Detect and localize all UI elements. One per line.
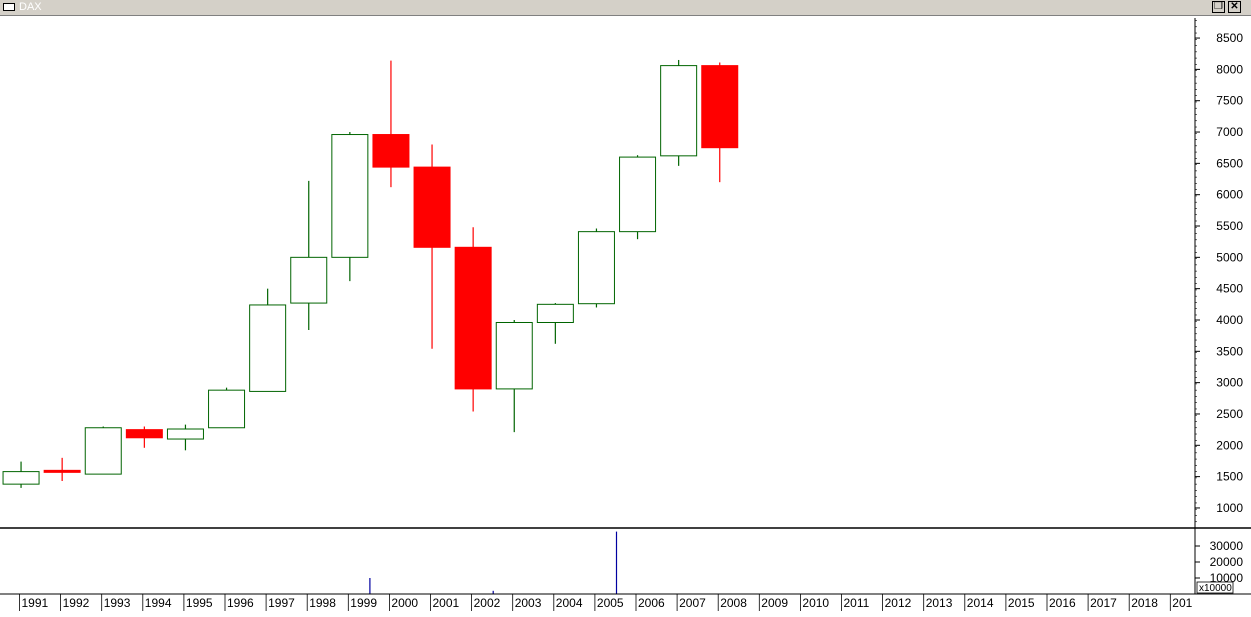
candle-body <box>619 156 657 233</box>
candle-body <box>249 304 287 392</box>
volume-unit-label: x10000 <box>1196 581 1234 594</box>
candle-body <box>372 134 410 168</box>
candle-body <box>536 303 574 323</box>
window-icon <box>3 3 15 11</box>
x-tick-label: 1993 <box>104 596 131 610</box>
candle-body <box>43 469 81 473</box>
price-tick-label: 8000 <box>1216 62 1243 76</box>
candle-2001 <box>413 144 451 349</box>
x-tick-label: 2005 <box>597 596 624 610</box>
x-tick-label: 201 <box>1172 596 1192 610</box>
x-tick-label: 1998 <box>309 596 336 610</box>
volume-tick-label: 10000 <box>1210 571 1244 585</box>
window-title: DAX <box>19 1 42 13</box>
x-tick-label: 1994 <box>145 596 172 610</box>
candle-body <box>84 427 122 475</box>
candle-body <box>495 321 533 390</box>
candle-body <box>660 65 698 157</box>
candle-body <box>2 471 40 485</box>
candle-2007 <box>660 59 698 166</box>
candle-2003 <box>495 319 533 433</box>
price-panel: 1000 1500 2000 2500 3000 3500 4000 4500 5000 5500… <box>2 20 1243 529</box>
x-tick-label: 2001 <box>433 596 460 610</box>
volume-unit-text: x10000 <box>1199 583 1232 594</box>
price-tick-label: 6500 <box>1216 156 1243 170</box>
candle-body <box>701 65 739 149</box>
x-tick-label: 2011 <box>844 596 870 610</box>
x-tick-label: 2000 <box>391 596 418 610</box>
candle-body <box>454 246 492 390</box>
x-tick-label: 2004 <box>556 596 583 610</box>
price-tick-label: 7500 <box>1216 94 1243 108</box>
x-tick-label: 2015 <box>1008 596 1035 610</box>
x-tick-label: 1992 <box>63 596 90 610</box>
price-tick-label: 1500 <box>1216 470 1243 484</box>
restore-button[interactable]: ❐ <box>1212 1 1225 13</box>
title-bar: DAX ❐ ✕ <box>0 0 1251 16</box>
x-tick-label: 1999 <box>350 596 377 610</box>
candle-2004 <box>536 303 574 344</box>
candle-2006 <box>619 155 657 240</box>
price-tick-label: 3000 <box>1216 376 1243 390</box>
close-button[interactable]: ✕ <box>1228 1 1241 13</box>
volume-unit-box <box>1196 581 1234 594</box>
candle-body <box>413 166 451 248</box>
x-tick-label: 2009 <box>761 596 788 610</box>
x-tick-label: 2016 <box>1049 596 1076 610</box>
x-tick-label: 2002 <box>474 596 501 610</box>
candle-1998 <box>290 180 328 331</box>
candle-1995 <box>166 424 204 451</box>
x-tick-label: 2003 <box>515 596 542 610</box>
candle-body <box>577 231 615 305</box>
candle-body <box>208 389 246 429</box>
candle-body <box>166 428 204 440</box>
x-tick-label: 2018 <box>1131 596 1158 610</box>
volume-tick-label: 30000 <box>1210 539 1244 553</box>
x-tick-label: 2014 <box>967 596 994 610</box>
x-tick-label: 1997 <box>268 596 295 610</box>
price-tick-label: 2500 <box>1216 407 1243 421</box>
candle-1991 <box>2 461 40 488</box>
volume-tick-label: 20000 <box>1210 555 1244 569</box>
x-tick-label: 2013 <box>926 596 953 610</box>
x-tick-label: 2012 <box>885 596 912 610</box>
candle-2000 <box>372 60 410 188</box>
price-tick-label: 4000 <box>1216 313 1243 327</box>
candle-1993 <box>84 426 122 475</box>
candle-body <box>290 256 328 304</box>
x-tick-label: 1995 <box>186 596 213 610</box>
x-tick-label: 2007 <box>679 596 706 610</box>
price-tick-label: 1000 <box>1216 501 1243 515</box>
x-tick-label: 2006 <box>638 596 665 610</box>
candle-1999 <box>331 132 369 282</box>
price-tick-label: 5500 <box>1216 219 1243 233</box>
x-tick-label: 2008 <box>720 596 747 610</box>
candle-1992 <box>43 457 81 482</box>
price-tick-label: 6000 <box>1216 188 1243 202</box>
candle-1994 <box>125 426 163 448</box>
x-tick-label: 1996 <box>227 596 254 610</box>
price-tick-label: 5000 <box>1216 250 1243 264</box>
dax-chart: 1000 1500 2000 2500 3000 3500 4000 4500 5000 5500… <box>0 18 1251 611</box>
candle-2005 <box>577 228 615 308</box>
candle-body <box>125 429 163 439</box>
candle-body <box>331 134 369 258</box>
candle-2002 <box>454 227 492 412</box>
candle-1997 <box>249 288 287 392</box>
price-tick-label: 4500 <box>1216 282 1243 296</box>
volume-panel: 10000 20000 30000 x10000 <box>369 531 1244 594</box>
x-tick-label: 2010 <box>802 596 829 610</box>
candle-2008 <box>701 62 739 183</box>
price-tick-label: 2000 <box>1216 438 1243 452</box>
price-tick-label: 8500 <box>1216 31 1243 45</box>
candle-1996 <box>208 387 246 429</box>
price-tick-label: 3500 <box>1216 344 1243 358</box>
price-tick-label: 7000 <box>1216 125 1243 139</box>
x-axis: 1991 1992 1993 1994 1995 1996 1997 1998 1999 2000… <box>19 594 1193 611</box>
x-tick-label: 2017 <box>1090 596 1117 610</box>
x-tick-label: 1991 <box>22 596 49 610</box>
